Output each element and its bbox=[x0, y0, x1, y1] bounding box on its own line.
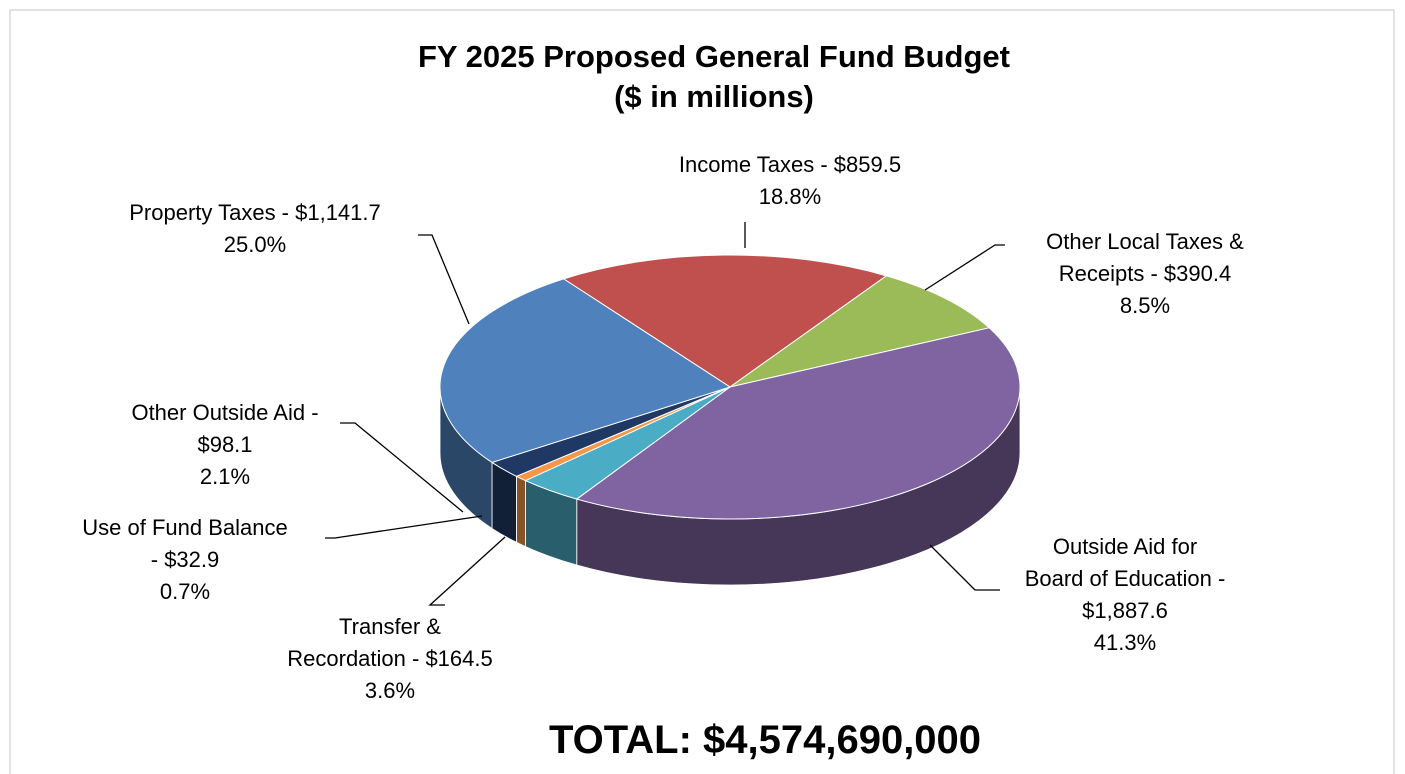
pie bbox=[439, 254, 1021, 586]
slice bbox=[439, 278, 732, 463]
percent-label: 41.3% bbox=[1094, 630, 1156, 655]
percent-label: 3.6% bbox=[365, 678, 415, 703]
data-label: Property Taxes - $1,141.7 bbox=[129, 200, 381, 225]
percent-label: 0.7% bbox=[160, 579, 210, 604]
total-label: TOTAL: $4,574,690,000 bbox=[549, 718, 981, 762]
leader-line bbox=[418, 234, 470, 325]
data-label: - $32.9 bbox=[151, 547, 220, 572]
slice bbox=[729, 275, 991, 388]
data-label: Outside Aid for bbox=[1053, 534, 1197, 559]
data-label: $1,887.6 bbox=[1082, 598, 1168, 623]
leader-line bbox=[924, 244, 1005, 291]
slice bbox=[562, 254, 888, 388]
percent-label: 2.1% bbox=[200, 464, 250, 489]
labels: Income Taxes - $859.5 18.8% Other Local Ta… bbox=[82, 152, 1244, 703]
data-label: Board of Education - bbox=[1025, 566, 1226, 591]
data-label: Use of Fund Balance bbox=[82, 515, 287, 540]
slice bbox=[575, 327, 1021, 520]
chart-subtitle: ($ in millions) bbox=[614, 79, 814, 114]
data-label: $98.1 bbox=[197, 432, 252, 457]
leader-line bbox=[428, 536, 506, 606]
percent-label: 25.0% bbox=[224, 232, 286, 257]
data-label: Income Taxes - $859.5 bbox=[679, 152, 901, 177]
percent-label: 8.5% bbox=[1120, 293, 1170, 318]
leader-line bbox=[929, 544, 1000, 591]
chart-title: FY 2025 Proposed General Fund Budget bbox=[418, 39, 1010, 74]
data-label: Recordation - $164.5 bbox=[287, 646, 492, 671]
leader-line bbox=[325, 515, 483, 539]
data-label: Other Local Taxes & bbox=[1046, 229, 1244, 254]
slice-side bbox=[516, 475, 526, 548]
data-label: Transfer & bbox=[339, 614, 441, 639]
leader-line bbox=[340, 422, 464, 513]
data-label: Receipts - $390.4 bbox=[1059, 261, 1231, 286]
data-label: Other Outside Aid - bbox=[131, 400, 318, 425]
percent-label: 18.8% bbox=[759, 184, 821, 209]
